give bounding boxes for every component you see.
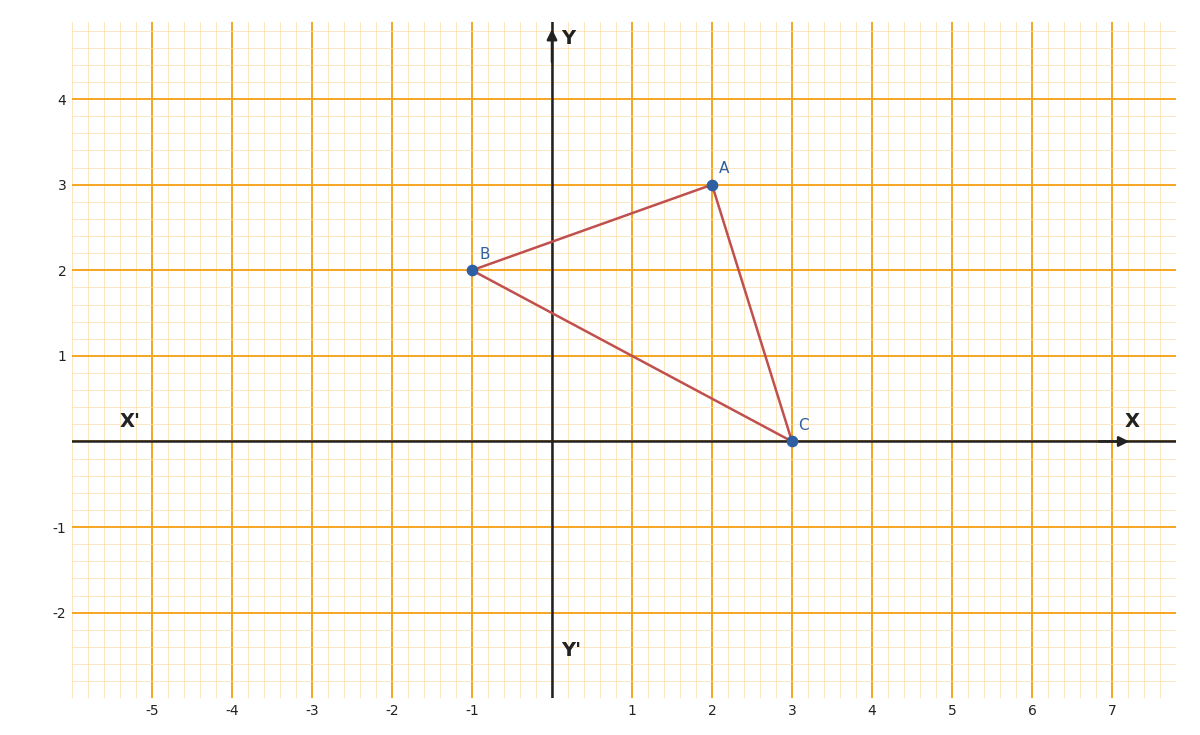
Point — [702, 179, 721, 190]
Point — [462, 265, 481, 276]
Text: X: X — [1124, 412, 1140, 431]
Text: A: A — [719, 161, 728, 176]
Text: B: B — [480, 247, 491, 262]
Text: C: C — [798, 418, 809, 433]
Text: Y: Y — [562, 29, 576, 48]
Point — [782, 436, 802, 448]
Text: X': X' — [120, 412, 140, 431]
Text: Y': Y' — [562, 641, 582, 660]
